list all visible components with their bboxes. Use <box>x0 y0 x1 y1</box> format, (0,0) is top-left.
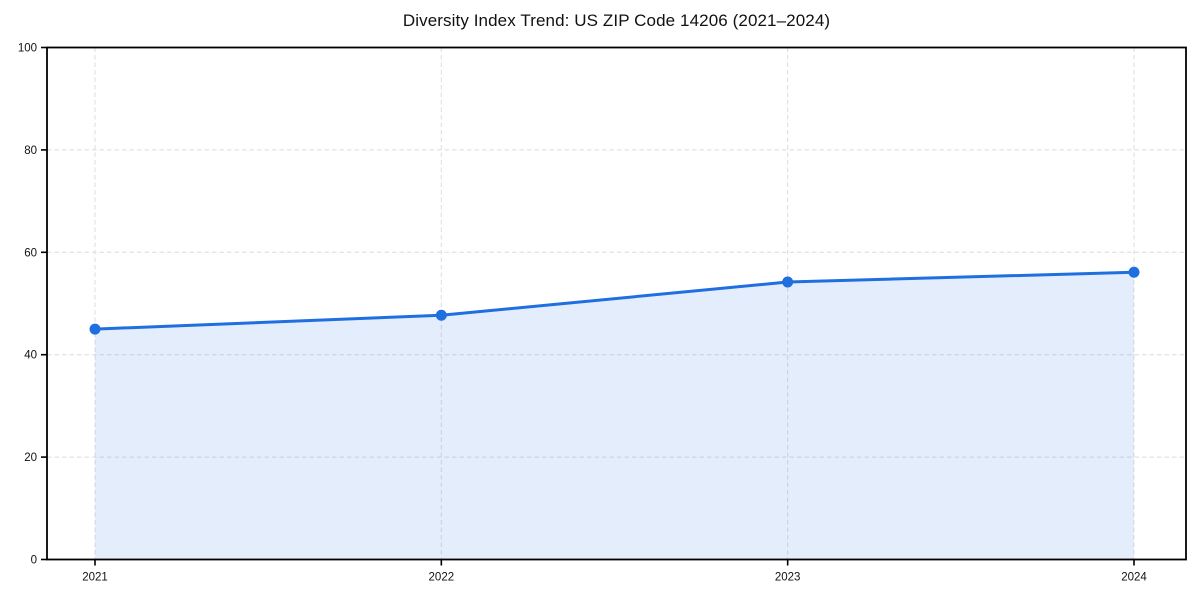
x-tick-label: 2021 <box>82 572 108 584</box>
data-point-2024 <box>1128 266 1140 278</box>
chart-title: Diversity Index Trend: US ZIP Code 14206… <box>402 11 831 30</box>
data-point-2022 <box>435 309 447 321</box>
x-tick-label: 2023 <box>775 572 801 584</box>
x-tick-label: 2024 <box>1121 572 1147 584</box>
series-area-fill <box>95 272 1134 560</box>
x-tick-label: 2022 <box>429 572 455 584</box>
y-tick-label: 80 <box>24 145 37 157</box>
data-point-2023 <box>782 276 794 288</box>
y-tick-label: 100 <box>18 43 37 55</box>
plot-border <box>46 46 1187 561</box>
series-line <box>93 270 1136 331</box>
y-tick-label: 60 <box>24 247 37 259</box>
y-tick-label: 20 <box>24 452 37 464</box>
y-tick-label: 40 <box>24 350 37 362</box>
data-point-2021 <box>89 323 101 335</box>
y-tick-label: 0 <box>31 555 37 567</box>
